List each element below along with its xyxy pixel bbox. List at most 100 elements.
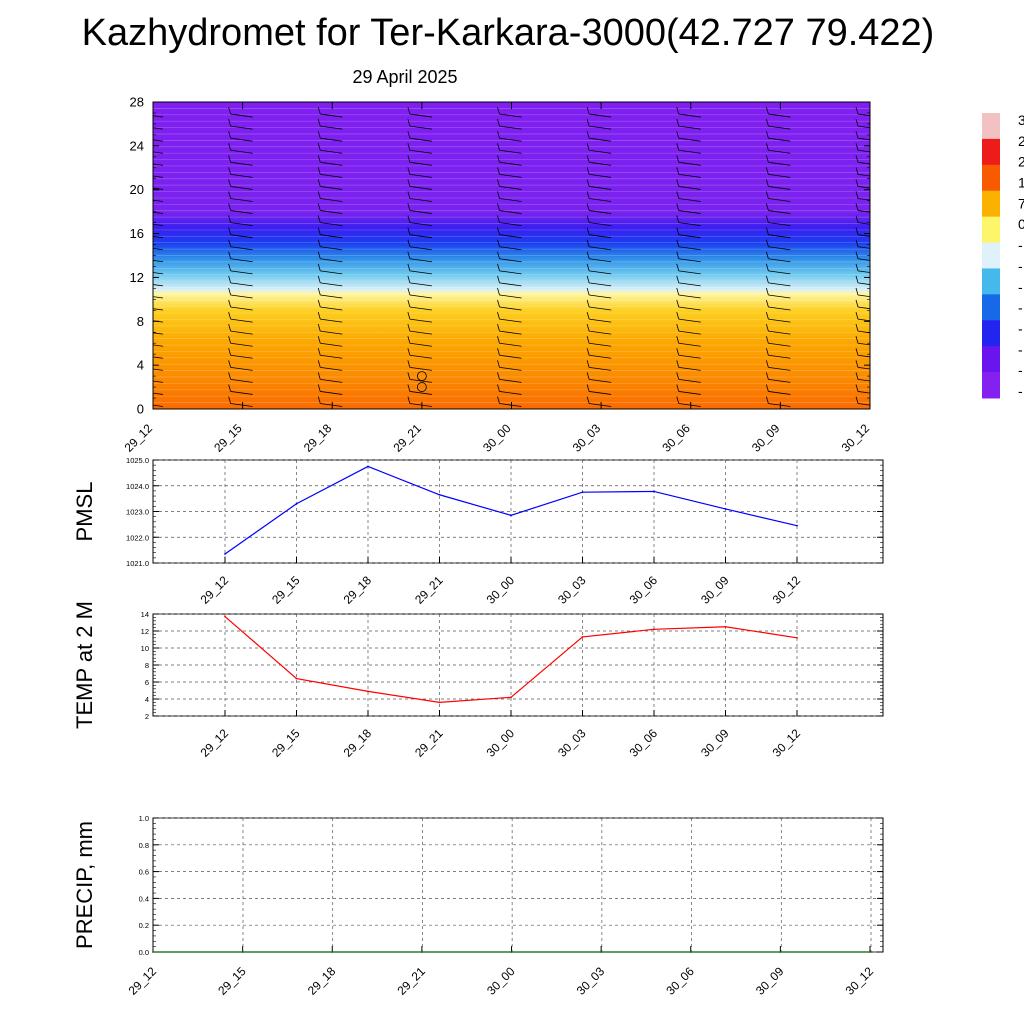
y-tick-label: 2: [145, 712, 149, 721]
colorbar-label: 2: [1018, 154, 1024, 170]
y-tick-label: 28: [130, 95, 144, 110]
y-tick-label: 8: [137, 314, 144, 329]
x-tick-label: 30_00: [480, 421, 514, 455]
colorbar-swatch: [982, 294, 1000, 321]
colorbar: 3 2 2 1 7 0 - - - - - - - -: [982, 112, 1024, 399]
colorbar-label: -: [1018, 341, 1023, 357]
data-point: [510, 696, 512, 699]
y-tick-label: 0.6: [139, 868, 149, 877]
y-tick-label: 4: [145, 695, 149, 704]
colorbar-swatch: [982, 190, 1000, 218]
y-tick-label: 1022.0: [126, 533, 149, 542]
x-tick-label: 30_12: [839, 421, 873, 455]
x-tick-label: 29_15: [215, 964, 249, 998]
wind-barb-column-30_06: [676, 106, 701, 407]
data-point: [724, 625, 727, 628]
x-tick-label: 30_12: [843, 964, 877, 998]
x-tick-label: 29_12: [126, 964, 160, 998]
wind-barbs: [153, 106, 870, 407]
x-tick-label: 30_09: [749, 421, 783, 455]
panel-y-label: TEMP at 2 M: [72, 601, 97, 729]
cross-section-panel: 0 4 8 12 16 20 24 28 29_12 29_15 29_18 29_21 30_00 3…: [122, 95, 873, 455]
colorbar-swatch: [982, 320, 1000, 347]
x-tick-label: 30_12: [770, 726, 804, 760]
x-tick-label: 29_15: [211, 421, 245, 455]
y-tick-label: 1021.0: [126, 559, 149, 568]
colorbar-label: -: [1018, 279, 1023, 295]
x-tick-label: 29_12: [198, 726, 232, 760]
x-tick-label: 29_18: [341, 573, 375, 607]
y-tick-label: 20: [130, 182, 144, 197]
data-point: [152, 951, 154, 953]
data-point: [367, 690, 369, 693]
colorbar-label: 7: [1018, 195, 1024, 211]
x-tick-label: 30_00: [484, 964, 518, 998]
wind-barb-column-30_03: [586, 106, 612, 407]
colorbar-swatch: [982, 268, 1000, 295]
data-point: [295, 677, 298, 680]
y-tick-label: 6: [145, 678, 149, 687]
y-tick-label: 0.2: [139, 921, 149, 930]
cross-section-field: [153, 102, 870, 409]
y-tick-label: 12: [130, 270, 144, 285]
x-tick-label: 30_06: [627, 726, 661, 760]
wind-barb-column-30_09: [765, 106, 791, 407]
data-point: [724, 508, 727, 510]
data-point: [224, 553, 226, 555]
x-tick-label: 29_12: [198, 573, 232, 607]
colorbar-swatch: [982, 164, 1000, 192]
x-tick-label: 30_03: [555, 573, 589, 607]
x-tick-label: 30_03: [570, 421, 604, 455]
data-point: [581, 491, 584, 494]
x-tick-label: 29_21: [390, 421, 424, 455]
wind-barb-column-29_12: [153, 115, 164, 407]
wind-barb-column-30_12: [855, 106, 870, 406]
colorbar-label: -: [1018, 320, 1023, 336]
x-tick-label: 30_09: [698, 726, 732, 760]
data-point: [689, 951, 692, 953]
data-point: [796, 524, 798, 527]
y-tick-label: 24: [130, 138, 144, 153]
x-tick-label: 29_15: [269, 726, 303, 760]
x-tick-label: 29_18: [305, 964, 339, 998]
data-point: [653, 628, 655, 631]
wind-barb-column-30_00: [497, 106, 522, 407]
y-tick-label: 8: [145, 661, 149, 670]
x-tick-label: 29_21: [412, 726, 446, 760]
y-tick-label: 0.4: [139, 894, 149, 903]
x-tick-label: 30_12: [770, 573, 804, 607]
colorbar-label: -: [1018, 237, 1023, 253]
x-tick-label: 29_15: [269, 573, 303, 607]
colorbar-label: 3: [1018, 112, 1024, 128]
data-point: [224, 615, 226, 618]
y-tick-label: 1023.0: [126, 508, 149, 517]
data-point: [796, 636, 798, 639]
y-tick-label: 14: [141, 610, 149, 619]
colorbar-label: -: [1018, 258, 1023, 274]
x-tick-label: 30_09: [753, 964, 787, 998]
data-point: [653, 490, 655, 493]
data-point: [367, 465, 369, 468]
pmsl-panel: 1021.0 1022.0 1023.0 1024.0 1025.0 29_12 29_15…: [72, 456, 884, 607]
panel-y-label: PMSL: [72, 482, 97, 542]
panel-y-label: PRECIP, mm: [72, 821, 97, 949]
wind-barb-column-29_15: [228, 106, 253, 407]
colorbar-label: 0: [1018, 216, 1024, 232]
x-tick-label: 29_18: [341, 726, 375, 760]
data-point: [438, 701, 441, 704]
y-tick-label: 4: [137, 358, 144, 373]
panel-frame: [152, 817, 884, 953]
colorbar-swatch: [982, 216, 1000, 244]
colorbar-label: -: [1018, 300, 1023, 316]
y-tick-label: 0.0: [139, 948, 149, 957]
colorbar-label: 2: [1018, 133, 1024, 149]
colorbar-swatch: [982, 113, 1000, 140]
calm-marker: [416, 382, 427, 392]
temp-panel: 2 4 6 8 10 12 14 29_12 29_15 29_18 29_21 30_00 30_03…: [72, 601, 884, 760]
x-tick-label: 30_09: [698, 573, 732, 607]
y-tick-label: 16: [130, 226, 144, 241]
data-point: [869, 951, 871, 953]
data-point: [779, 951, 782, 953]
y-tick-label: 0: [137, 402, 144, 417]
colorbar-label: -: [1018, 383, 1023, 399]
